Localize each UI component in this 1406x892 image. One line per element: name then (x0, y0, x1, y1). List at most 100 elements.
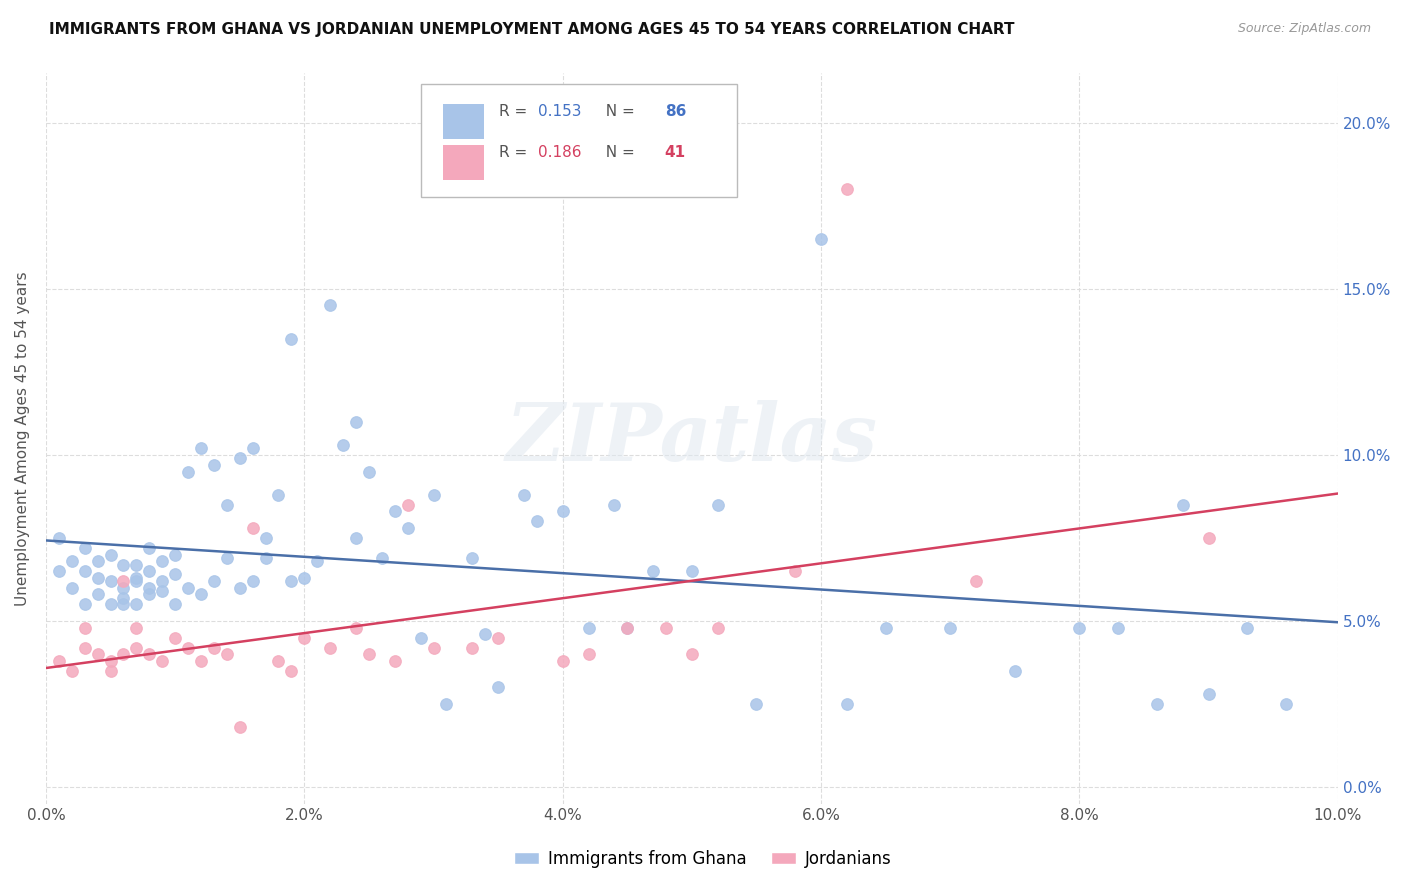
Point (112, 558, 135, 572)
Text: 0.186: 0.186 (538, 145, 582, 161)
Text: IMMIGRANTS FROM GHANA VS JORDANIAN UNEMPLOYMENT AMONG AGES 45 TO 54 YEARS CORREL: IMMIGRANTS FROM GHANA VS JORDANIAN UNEMP… (49, 22, 1015, 37)
Point (436, 697, 458, 711)
Point (422, 488, 444, 502)
Point (242, 442, 264, 456)
FancyBboxPatch shape (443, 103, 484, 139)
Point (190, 654, 212, 668)
Point (100, 548, 122, 562)
Point (202, 458, 225, 472)
Point (280, 664, 302, 678)
Point (112, 591, 135, 605)
Point (215, 647, 238, 661)
Point (60, 581, 83, 595)
Point (1236, 621, 1258, 635)
Point (202, 640, 225, 655)
Point (1004, 664, 1026, 678)
Point (202, 574, 225, 588)
Point (60, 664, 83, 678)
Point (125, 558, 148, 572)
Point (1275, 697, 1298, 711)
Point (357, 465, 380, 479)
Point (1198, 687, 1220, 701)
Point (1107, 621, 1129, 635)
Point (371, 550, 394, 565)
Point (112, 598, 135, 612)
Point (138, 581, 160, 595)
Point (267, 488, 290, 502)
Point (165, 567, 187, 582)
Point (513, 488, 536, 502)
Point (292, 631, 315, 645)
FancyBboxPatch shape (443, 145, 484, 180)
Point (280, 574, 302, 588)
Point (73, 564, 96, 578)
Point (112, 647, 135, 661)
Point (100, 664, 122, 678)
Point (177, 640, 200, 655)
Point (396, 498, 419, 512)
Text: N =: N = (596, 145, 640, 161)
Point (112, 574, 135, 588)
Point (307, 554, 329, 568)
Point (280, 332, 302, 346)
Point (190, 587, 212, 601)
Point (60, 554, 83, 568)
Point (125, 571, 148, 585)
Point (384, 654, 406, 668)
Point (125, 598, 148, 612)
Point (254, 550, 277, 565)
Point (461, 640, 484, 655)
Point (138, 647, 160, 661)
Point (125, 574, 148, 588)
Point (48, 531, 70, 545)
Text: R =: R = (499, 145, 533, 161)
Point (1146, 697, 1168, 711)
Text: 86: 86 (665, 103, 686, 119)
Point (138, 564, 160, 578)
Point (409, 631, 432, 645)
Point (319, 298, 342, 312)
Point (73, 640, 96, 655)
Point (165, 631, 187, 645)
Point (344, 621, 367, 635)
Point (810, 232, 832, 246)
Point (267, 654, 290, 668)
Point (215, 550, 238, 565)
Point (229, 720, 252, 734)
Point (229, 581, 252, 595)
Point (1171, 498, 1194, 512)
Point (177, 581, 200, 595)
Text: N =: N = (596, 103, 640, 119)
Point (706, 498, 728, 512)
Point (384, 504, 406, 518)
Point (150, 584, 173, 599)
Point (681, 647, 703, 661)
Point (86, 554, 108, 568)
Point (745, 697, 768, 711)
Point (48, 564, 70, 578)
Y-axis label: Unemployment Among Ages 45 to 54 years: Unemployment Among Ages 45 to 54 years (15, 271, 30, 606)
Point (526, 514, 548, 528)
Point (835, 182, 858, 196)
Point (165, 598, 187, 612)
Point (486, 681, 509, 695)
Point (486, 631, 509, 645)
Point (254, 531, 277, 545)
Point (73, 598, 96, 612)
Point (1069, 621, 1091, 635)
Point (73, 621, 96, 635)
Legend: Immigrants from Ghana, Jordanians: Immigrants from Ghana, Jordanians (508, 844, 898, 875)
Point (706, 621, 728, 635)
Point (357, 647, 380, 661)
Point (165, 548, 187, 562)
Point (100, 574, 122, 588)
Point (603, 498, 626, 512)
Point (229, 451, 252, 466)
Point (344, 531, 367, 545)
Point (785, 564, 807, 578)
Point (965, 574, 987, 588)
Point (578, 647, 600, 661)
Text: ZIPatlas: ZIPatlas (506, 400, 877, 477)
Point (835, 697, 858, 711)
Point (150, 574, 173, 588)
